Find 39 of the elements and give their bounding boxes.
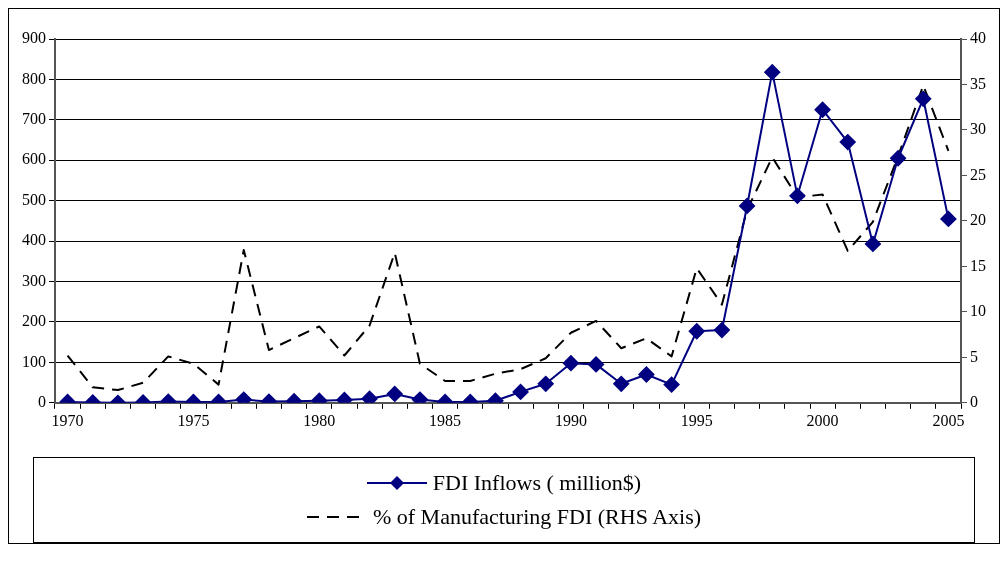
y-tick-label: 900 [22,29,46,47]
y-tick-label: 500 [22,190,46,208]
point [361,390,378,403]
y-tick-label: 100 [22,352,46,370]
point [940,210,957,227]
point [864,235,881,252]
point [789,187,806,204]
x-tick-label: 1995 [680,411,713,429]
y2-tick-label: 30 [970,120,986,138]
x-tick-label: 2000 [806,411,839,429]
x-tick-label: 1990 [554,411,587,429]
y-tick-label: 600 [22,150,46,168]
y-tick-label: 0 [38,393,46,410]
legend-label: FDI Inflows ( million$) [432,470,642,496]
point [915,90,932,107]
y2-tick-label: 0 [970,393,978,410]
y-tick-label: 300 [22,271,46,289]
y2-tick-label: 35 [970,74,986,92]
point [890,150,907,167]
x-tick-label: 1970 [51,411,84,429]
x-tick-label: 1975 [177,411,210,429]
point [739,197,756,214]
point [764,64,781,81]
y2-tick-label: 20 [970,211,986,229]
y-tick-label: 700 [22,110,46,128]
y2-tick-label: 15 [970,256,986,274]
point [814,101,831,118]
y-tick-label: 800 [22,69,46,87]
y-tick-label: 400 [22,231,46,249]
y2-tick-label: 5 [970,347,978,365]
x-tick-label: 1980 [303,411,336,429]
x-tick-label: 1985 [429,411,462,429]
y-tick-label: 200 [22,312,46,330]
y2-tick-label: 40 [970,29,986,47]
y2-tick-label: 10 [970,302,986,320]
x-tick-label: 2005 [932,411,965,429]
legend-label: % of Manufacturing FDI (RHS Axis) [372,504,702,530]
point [839,134,856,151]
y2-tick-label: 25 [970,165,986,183]
